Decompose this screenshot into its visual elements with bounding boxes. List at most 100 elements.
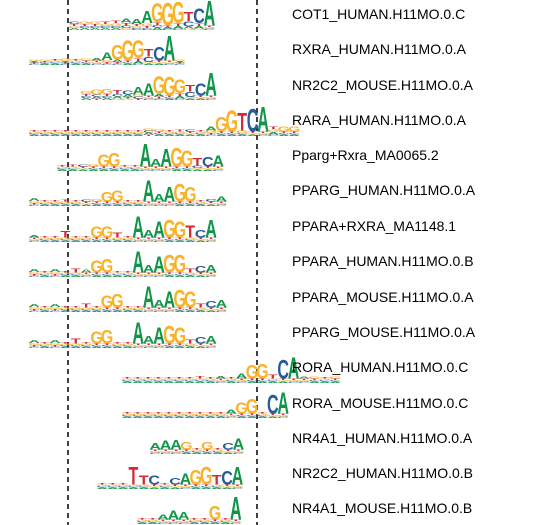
logo-letter-g: G [158,484,171,486]
logo-letter-c: C [70,203,82,205]
logo-letter-c: C [236,415,248,417]
logo-letter-t: T [50,345,60,347]
logo-letter-g: G [194,345,207,347]
logo-letter-t: T [60,342,70,344]
logo-letter-a: A [173,416,185,418]
logo-letter-a: A [164,98,176,100]
logo-letter-t: T [132,24,142,27]
logo-letter-g: G [132,37,144,64]
logo-letter-a: A [49,240,61,242]
logo-letter-t: T [81,272,91,274]
logo-letter-a: A [143,132,156,135]
logo-letter-t: T [196,302,207,308]
logo-letter-c: C [121,380,133,382]
logo-letter-t: T [81,201,91,203]
logo-letter-c: C [80,345,92,347]
logo-letter-a: A [216,298,228,310]
logo-letter-a: A [164,28,176,68]
logo-letter-c: C [91,345,103,347]
logo-letter-t: T [152,22,162,26]
logo-letter-g: G [110,23,122,27]
logo-letter-c: C [70,345,82,347]
logo-letter-a: A [60,204,72,206]
logo-letter-c: C [122,274,134,276]
logo-letter-c: C [184,380,196,382]
logo-letter-g: G [28,307,41,310]
logo-letter-c: C [70,274,82,276]
logo-letter-c: C [209,521,221,523]
logo-letter-t: T [201,484,211,486]
logo-letter-a: A [164,346,176,348]
logo-letter-t: T [92,130,102,132]
motif-label-ppara-human: PPARA_HUMAN.H11MO.0.B [292,253,474,269]
logo-letter-t: T [68,164,78,167]
logo-letter-g: G [70,343,83,345]
motif-label-ppara-rxra: PPARA+RXRA_MA1148.1 [292,218,457,234]
logo-letter-c: C [288,381,300,383]
logo-letter-c: C [174,274,186,276]
logo-letter-t: T [111,20,121,24]
logo-letter-a: A [153,63,165,65]
logo-letter-a: A [39,204,51,206]
logo-letter-t: T [278,413,288,415]
logo-letter-a: A [205,216,217,243]
motif-label-nr2c2-mouse: NR2C2_MOUSE.H11MO.0.A [292,77,474,93]
logo-letter-g: G [122,307,135,309]
logo-letter-t: T [29,345,39,347]
logo-letter-c: C [39,203,51,205]
logo-letter-a: A [60,275,72,277]
logo-letter-g: G [59,201,72,203]
logo-letter-t: T [40,236,50,238]
logo-letter-a: A [60,61,72,63]
logo-letter-g: G [181,147,193,173]
logo-letter-t: T [100,21,110,25]
logo-letter-a: A [184,134,196,136]
logo-letter-a: A [91,57,103,61]
logo-letter-g: G [329,376,342,379]
logo-letter-c: C [216,133,228,135]
logo-letter-g: G [122,34,134,66]
logo-letter-g: G [101,60,114,63]
logo-letter-g: G [78,21,90,25]
logo-letter-t: T [248,131,258,133]
logo-letter-g: G [80,90,92,95]
logo-letter-t: T [196,95,206,97]
logo-letter-g: G [212,168,225,170]
logo-letter-t: T [99,166,109,168]
logo-letter-g: G [221,486,234,488]
logo-letter-t: T [90,24,100,27]
logo-letter-a: A [174,346,186,348]
logo-letter-a: A [184,310,196,312]
logo-letter-t: T [40,130,50,132]
logo-letter-t: T [192,448,202,450]
logo-letter-t: T [29,130,39,132]
logo-letter-g: G [169,486,182,488]
logo-letter-a: A [201,452,213,454]
logo-letter-a: A [278,134,290,136]
logo-letter-g: G [68,26,81,29]
logo-letter-g: G [190,466,202,490]
logo-letter-g: G [49,131,62,133]
logo-letter-a: A [298,376,311,379]
logo-letter-c: C [120,25,132,29]
logo-letter-g: G [122,201,135,203]
logo-letter-g: G [90,88,102,96]
logo-letter-t: T [164,130,174,132]
logo-letter-a: A [162,27,174,29]
logo-letter-g: G [59,58,71,62]
logo-letter-t: T [185,201,195,203]
logo-letter-a: A [171,169,183,171]
logo-letter-c: C [277,416,289,418]
logo-letter-a: A [117,487,129,489]
logo-letter-a: A [205,125,217,131]
logo-letter-g: G [172,0,184,31]
logo-letter-c: C [164,345,176,347]
logo-letter-g: G [194,413,207,415]
logo-letter-a: A [168,509,180,523]
logo-letter-t: T [130,165,140,167]
logo-letter-a: A [216,195,228,203]
logo-letter-c: C [132,415,144,417]
logo-letter-c: C [60,274,72,276]
logo-letter-a: A [157,513,169,521]
